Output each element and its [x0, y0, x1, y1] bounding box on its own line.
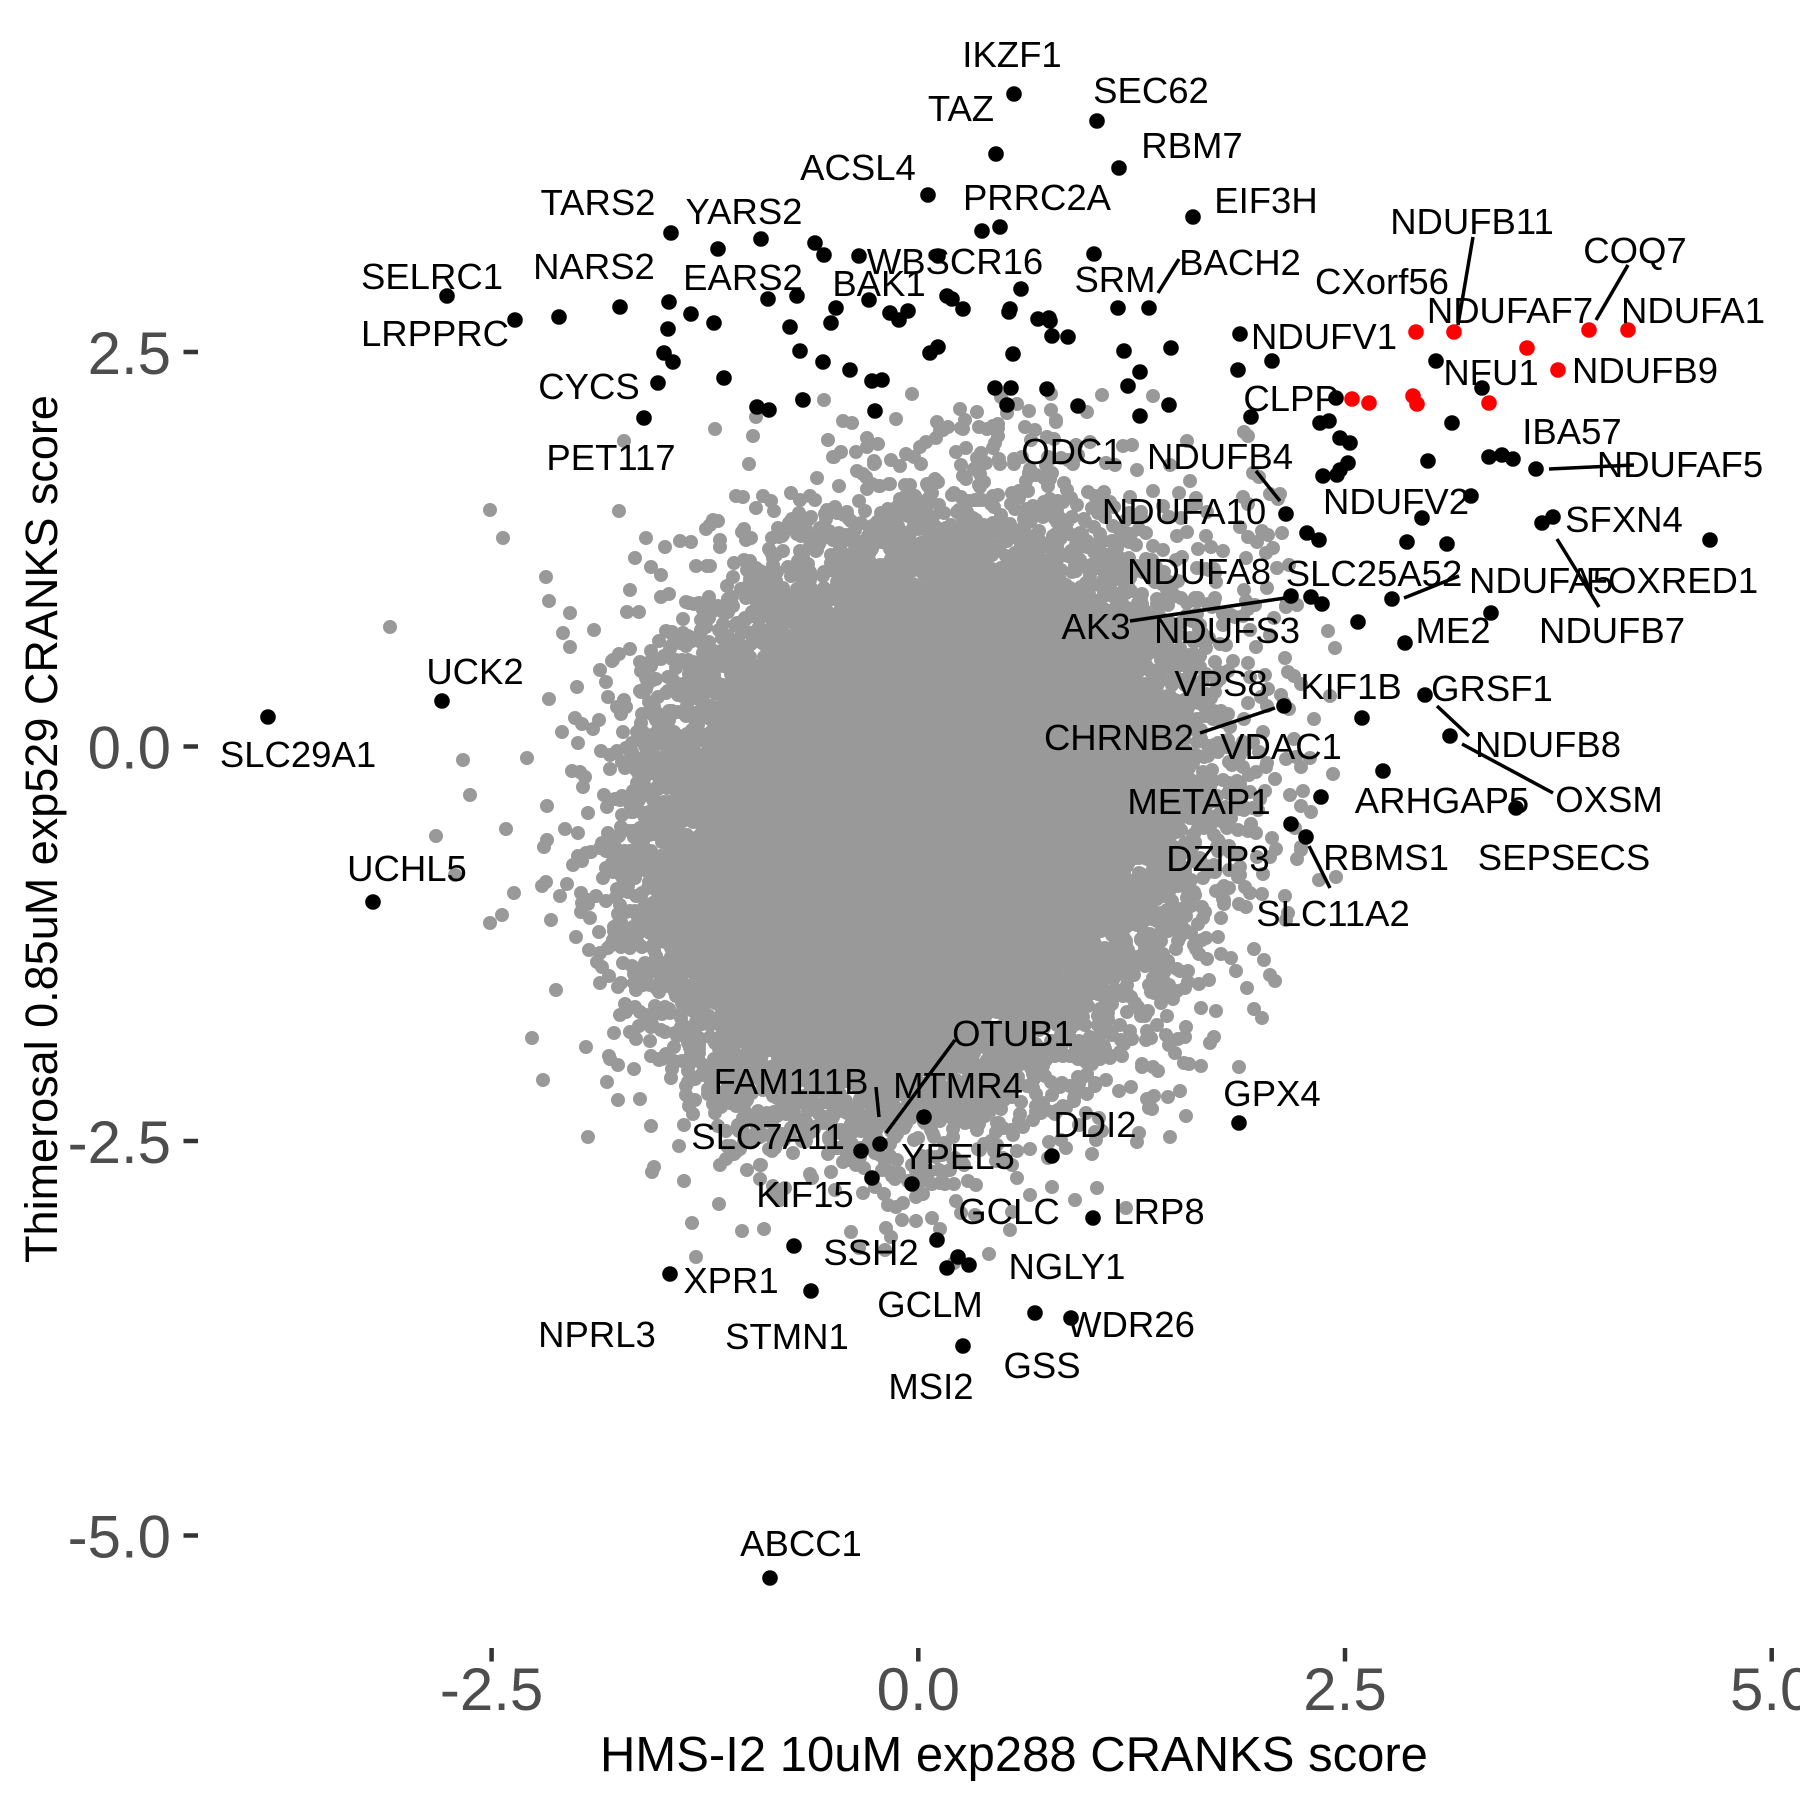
svg-text:YPEL5: YPEL5 — [901, 1136, 1015, 1177]
svg-text:GCLC: GCLC — [958, 1191, 1059, 1232]
svg-text:NDUFA8: NDUFA8 — [1127, 551, 1271, 592]
svg-text:KIF1B: KIF1B — [1300, 666, 1401, 707]
svg-text:-5.0: -5.0 — [68, 1504, 171, 1571]
svg-text:EARS2: EARS2 — [683, 257, 803, 298]
svg-text:GSS: GSS — [1003, 1345, 1080, 1386]
svg-text:NDUFV2: NDUFV2 — [1323, 481, 1469, 522]
svg-text:2.5: 2.5 — [1303, 1656, 1386, 1723]
svg-text:FOXRED1: FOXRED1 — [1586, 560, 1758, 601]
svg-text:SLC7A11: SLC7A11 — [691, 1116, 845, 1157]
svg-text:CXorf56: CXorf56 — [1315, 261, 1449, 302]
svg-text:LRPPRC: LRPPRC — [361, 313, 509, 354]
svg-text:ABCC1: ABCC1 — [740, 1523, 862, 1564]
svg-text:0.0: 0.0 — [88, 715, 171, 782]
svg-text:CYCS: CYCS — [538, 366, 639, 407]
svg-text:2.5: 2.5 — [88, 320, 171, 387]
svg-text:OXSM: OXSM — [1555, 779, 1663, 820]
svg-text:ARHGAP5: ARHGAP5 — [1355, 780, 1529, 821]
svg-text:DZIP3: DZIP3 — [1166, 838, 1269, 879]
svg-text:5.0: 5.0 — [1730, 1656, 1800, 1723]
svg-text:METAP1: METAP1 — [1127, 781, 1270, 822]
svg-text:IBA57: IBA57 — [1522, 411, 1621, 452]
svg-text:NDUFV1: NDUFV1 — [1251, 316, 1397, 357]
svg-text:UCK2: UCK2 — [426, 651, 523, 692]
svg-text:NARS2: NARS2 — [533, 246, 655, 287]
svg-text:CLPP: CLPP — [1243, 378, 1338, 419]
svg-text:Thimerosal 0.85uM exp529 CRANK: Thimerosal 0.85uM exp529 CRANKS score — [16, 395, 67, 1263]
svg-text:PET117: PET117 — [546, 437, 675, 478]
svg-text:SFXN4: SFXN4 — [1565, 499, 1683, 540]
svg-text:RBMS1: RBMS1 — [1323, 837, 1449, 878]
svg-text:TAZ: TAZ — [928, 88, 994, 129]
svg-text:BACH2: BACH2 — [1179, 242, 1301, 283]
svg-text:-2.5: -2.5 — [440, 1656, 543, 1723]
svg-text:NDUFB11: NDUFB11 — [1390, 201, 1554, 242]
svg-text:NDUFA1: NDUFA1 — [1621, 290, 1765, 331]
svg-text:NDUFA5: NDUFA5 — [1469, 560, 1613, 601]
svg-text:NDUFS3: NDUFS3 — [1154, 610, 1300, 651]
svg-text:OTUB1: OTUB1 — [952, 1013, 1074, 1054]
svg-text:NDUFB8: NDUFB8 — [1475, 724, 1621, 765]
svg-text:WDR26: WDR26 — [1067, 1304, 1195, 1345]
svg-text:STMN1: STMN1 — [725, 1316, 849, 1357]
svg-text:GPX4: GPX4 — [1223, 1073, 1320, 1114]
svg-text:-2.5: -2.5 — [68, 1109, 171, 1176]
svg-text:WBSCR16: WBSCR16 — [867, 241, 1043, 282]
svg-text:PRRC2A: PRRC2A — [963, 177, 1112, 218]
svg-text:YARS2: YARS2 — [686, 191, 803, 232]
svg-text:AK3: AK3 — [1062, 606, 1131, 647]
svg-text:SLC11A2: SLC11A2 — [1256, 893, 1410, 934]
svg-text:NDUFB4: NDUFB4 — [1147, 436, 1293, 477]
svg-text:BAK1: BAK1 — [832, 263, 925, 304]
svg-text:DDI2: DDI2 — [1053, 1104, 1136, 1145]
svg-text:ME2: ME2 — [1415, 610, 1490, 651]
svg-text:GRSF1: GRSF1 — [1431, 668, 1553, 709]
svg-text:NGLY1: NGLY1 — [1009, 1246, 1126, 1287]
svg-text:VPS8: VPS8 — [1174, 663, 1267, 704]
svg-text:IKZF1: IKZF1 — [962, 34, 1061, 75]
svg-text:LRP8: LRP8 — [1113, 1191, 1204, 1232]
svg-text:NPRL3: NPRL3 — [538, 1314, 656, 1355]
svg-text:CHRNB2: CHRNB2 — [1044, 717, 1194, 758]
svg-text:XPR1: XPR1 — [683, 1260, 778, 1301]
svg-text:VDAC1: VDAC1 — [1220, 726, 1342, 767]
svg-text:UCHL5: UCHL5 — [347, 848, 467, 889]
svg-text:COQ7: COQ7 — [1583, 230, 1686, 271]
svg-text:NFU1: NFU1 — [1443, 352, 1538, 393]
svg-text:NDUFB7: NDUFB7 — [1539, 610, 1685, 651]
svg-text:MTMR4: MTMR4 — [893, 1065, 1023, 1106]
svg-text:SEPSECS: SEPSECS — [1478, 837, 1650, 878]
svg-text:EIF3H: EIF3H — [1214, 180, 1317, 221]
svg-text:SEC62: SEC62 — [1093, 70, 1209, 111]
svg-text:MSI2: MSI2 — [888, 1366, 973, 1407]
svg-text:SELRC1: SELRC1 — [361, 256, 503, 297]
svg-text:SSH2: SSH2 — [823, 1232, 918, 1273]
svg-text:ODC1: ODC1 — [1021, 431, 1122, 472]
svg-text:NDUFA10: NDUFA10 — [1102, 491, 1266, 532]
svg-text:SRM: SRM — [1074, 259, 1155, 300]
svg-text:KIF15: KIF15 — [756, 1174, 853, 1215]
svg-text:ACSL4: ACSL4 — [800, 147, 916, 188]
svg-text:FAM111B: FAM111B — [714, 1061, 869, 1102]
svg-text:NDUFAF7: NDUFAF7 — [1427, 290, 1593, 331]
svg-text:SLC29A1: SLC29A1 — [220, 734, 376, 775]
svg-text:RBM7: RBM7 — [1141, 125, 1242, 166]
svg-text:NDUFB9: NDUFB9 — [1572, 350, 1718, 391]
svg-text:GCLM: GCLM — [877, 1284, 982, 1325]
svg-text:HMS-I2 10uM exp288 CRANKS scor: HMS-I2 10uM exp288 CRANKS score — [600, 1728, 1428, 1782]
svg-text:0.0: 0.0 — [877, 1656, 960, 1723]
svg-text:NDUFAF5: NDUFAF5 — [1597, 444, 1763, 485]
svg-text:TARS2: TARS2 — [541, 182, 656, 223]
svg-text:SLC25A52: SLC25A52 — [1286, 553, 1463, 594]
